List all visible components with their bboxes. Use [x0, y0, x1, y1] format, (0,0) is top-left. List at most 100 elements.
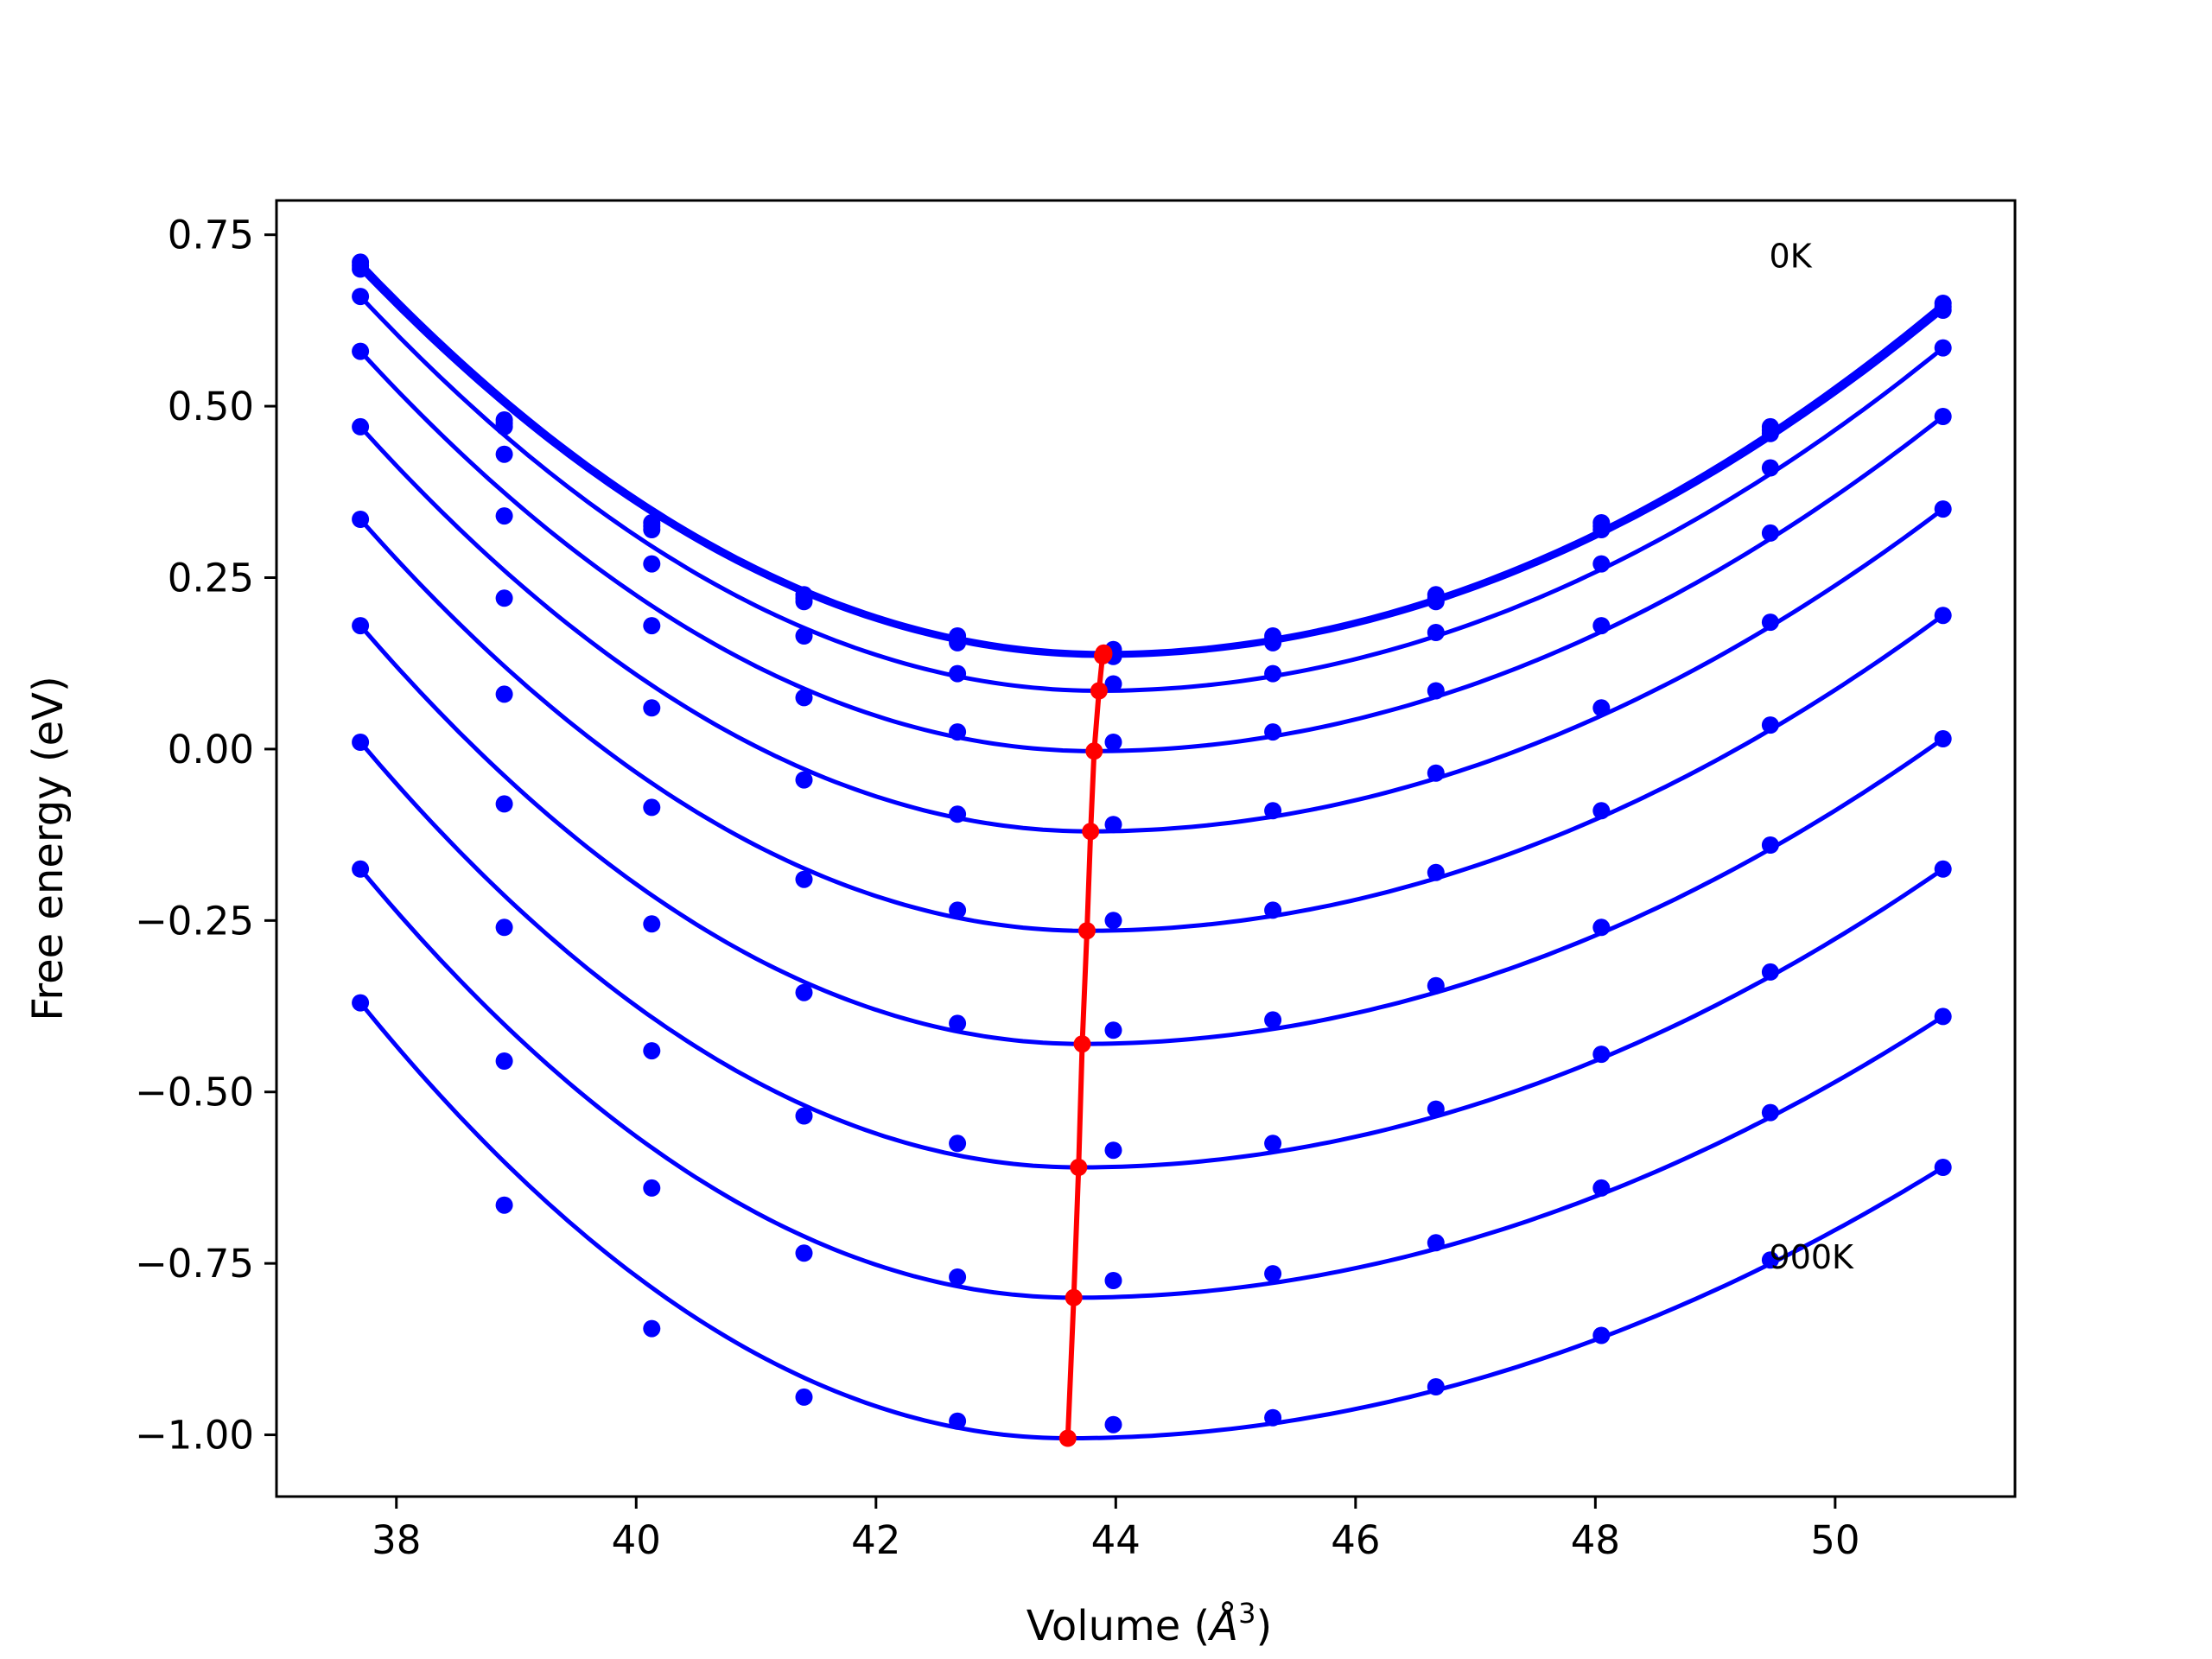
data-point-3-9	[1761, 459, 1779, 477]
x-tick-label: 50	[1810, 1517, 1859, 1563]
x-tick-label: 42	[851, 1517, 900, 1563]
x-axis-title: Volume (Å3)	[1027, 1597, 1272, 1650]
data-point-2-3	[795, 593, 813, 611]
minimum-marker-5	[1082, 823, 1100, 841]
data-point-10-7	[1427, 1378, 1445, 1395]
data-point-10-0	[352, 994, 370, 1012]
data-point-2-9	[1761, 424, 1779, 442]
y-tick-label: −1.00	[135, 1413, 254, 1459]
data-point-6-6	[1264, 901, 1282, 919]
fit-curve-10	[359, 1001, 1945, 1440]
data-point-2-10	[1934, 302, 1952, 319]
y-tick-label: −0.75	[135, 1241, 254, 1287]
data-point-6-5	[1104, 912, 1122, 930]
data-point-2-0	[352, 260, 370, 278]
data-point-6-3	[795, 870, 813, 888]
fit-curve-3	[359, 295, 1945, 694]
data-point-5-3	[795, 771, 813, 789]
data-point-7-1	[495, 795, 513, 813]
data-point-5-9	[1761, 613, 1779, 632]
data-point-8-0	[352, 734, 370, 751]
data-point-8-2	[643, 1042, 661, 1060]
data-point-6-4	[949, 901, 967, 919]
data-point-10-3	[795, 1388, 813, 1406]
data-point-2-8	[1592, 521, 1611, 538]
data-point-10-4	[949, 1412, 967, 1430]
data-point-10-10	[1934, 1159, 1952, 1176]
data-point-7-4	[949, 1014, 967, 1033]
data-point-4-2	[643, 617, 661, 635]
minimum-marker-2	[1094, 647, 1111, 664]
y-tick-label: −0.50	[135, 1070, 254, 1116]
data-point-2-7	[1427, 593, 1445, 611]
x-axis-ticks: 38 40 42 44 46 48 50	[372, 1497, 1859, 1563]
data-point-8-4	[949, 1135, 967, 1153]
fit-curve-8	[359, 741, 1945, 1170]
data-point-5-5	[1104, 816, 1122, 834]
y-tick-label: 0.00	[168, 727, 254, 772]
data-point-6-10	[1934, 607, 1952, 625]
data-point-9-9	[1761, 1103, 1779, 1122]
y-axis-title: Free energy (eV)	[24, 676, 73, 1020]
data-point-4-5	[1104, 734, 1122, 751]
data-point-9-0	[352, 860, 370, 878]
data-point-7-0	[352, 617, 370, 635]
data-point-4-0	[352, 342, 370, 360]
data-point-4-8	[1592, 617, 1611, 635]
data-point-5-1	[495, 589, 513, 607]
x-tick-label: 40	[612, 1517, 661, 1563]
data-point-9-8	[1592, 1179, 1611, 1197]
fit-curve-4	[359, 349, 1945, 753]
data-point-9-7	[1427, 1234, 1445, 1252]
data-point-3-7	[1427, 624, 1445, 641]
plot-frame	[275, 199, 2017, 1498]
annotations: 0K 900K	[1770, 237, 1855, 1276]
data-point-10-5	[1104, 1415, 1122, 1433]
data-point-9-1	[495, 1052, 513, 1070]
minimum-marker-7	[1073, 1035, 1091, 1053]
y-tick-label: 0.50	[168, 384, 254, 429]
minimum-marker-9	[1065, 1288, 1083, 1306]
fit-curve-2	[359, 267, 1945, 658]
data-point-7-9	[1761, 836, 1779, 854]
data-point-6-0	[352, 511, 370, 528]
data-point-6-1	[495, 685, 513, 703]
data-point-6-7	[1427, 863, 1445, 881]
data-point-7-8	[1592, 918, 1611, 937]
annotation-low-temperature: 0K	[1770, 237, 1813, 275]
fit-curve-9	[359, 868, 1945, 1300]
data-point-4-9	[1761, 524, 1779, 542]
data-point-3-10	[1934, 339, 1952, 357]
data-point-8-8	[1592, 1046, 1611, 1064]
data-points	[352, 253, 1952, 1433]
data-point-4-1	[495, 507, 513, 525]
data-point-10-6	[1264, 1408, 1282, 1427]
data-point-4-3	[795, 689, 813, 707]
data-point-3-0	[352, 288, 370, 306]
data-point-4-7	[1427, 682, 1445, 700]
data-point-9-3	[795, 1244, 813, 1262]
data-point-3-5	[1104, 675, 1122, 693]
y-tick-label: 0.75	[168, 213, 254, 258]
data-point-5-8	[1592, 699, 1611, 717]
x-tick-label: 44	[1091, 1517, 1141, 1563]
fit-curve-7	[359, 624, 1945, 1046]
fit-curves	[359, 260, 1945, 1440]
x-tick-label: 48	[1571, 1517, 1620, 1563]
data-point-3-1	[495, 445, 513, 463]
data-point-3-4	[949, 664, 967, 683]
data-point-5-0	[352, 417, 370, 435]
data-point-3-3	[795, 627, 813, 645]
data-point-7-3	[795, 983, 813, 1001]
data-point-4-10	[1934, 408, 1952, 425]
data-point-7-5	[1104, 1021, 1122, 1039]
data-point-4-4	[949, 723, 967, 741]
minimum-marker-6	[1078, 922, 1096, 940]
data-point-9-2	[643, 1179, 661, 1197]
annotation-high-temperature: 900K	[1770, 1238, 1855, 1276]
data-point-9-4	[949, 1268, 967, 1286]
y-tick-label: −0.25	[135, 898, 254, 944]
data-point-8-9	[1761, 963, 1779, 981]
data-point-5-6	[1264, 802, 1282, 820]
